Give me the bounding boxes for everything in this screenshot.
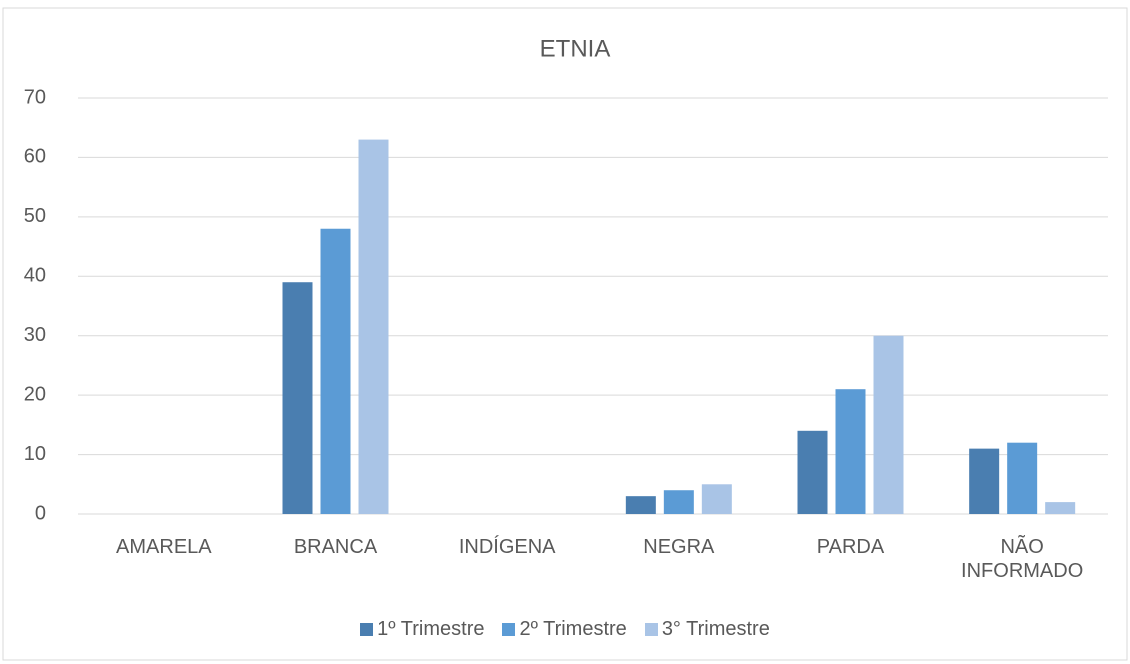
bar [701, 484, 732, 514]
bar [797, 430, 828, 514]
y-tick-label: 70 [24, 86, 46, 108]
legend-item: 3° Trimestre [644, 618, 770, 641]
bar [320, 228, 351, 514]
bar [1007, 442, 1038, 514]
y-tick-label: 60 [24, 146, 46, 168]
chart-border [2, 7, 1128, 661]
y-tick-label: 10 [24, 443, 46, 465]
legend-label: 1º Trimestre [377, 618, 485, 640]
legend: 1º Trimestre 2º Trimestre 3° Trimestre [0, 618, 1130, 641]
bar [1045, 502, 1076, 514]
x-tick-label: INDÍGENA [458, 536, 556, 558]
chart-title: ETNIA [540, 35, 611, 62]
legend-swatch [360, 623, 374, 636]
legend-swatch [502, 623, 516, 636]
x-tick-label: NÃO INFORMADO [961, 536, 1084, 582]
x-tick-label: AMARELA [116, 536, 212, 558]
y-tick-label: 0 [35, 502, 46, 524]
bar [835, 389, 866, 514]
y-tick-label: 40 [24, 265, 46, 287]
bar [873, 335, 904, 514]
y-tick-label: 20 [24, 383, 46, 405]
bar [663, 490, 694, 514]
legend-label: 2º Trimestre [519, 618, 627, 640]
legend-item: 2º Trimestre [502, 618, 627, 641]
x-tick-label: BRANCA [293, 536, 378, 558]
x-tick-label: PARDA [816, 536, 885, 558]
bar [969, 448, 1000, 514]
bar [358, 139, 389, 514]
bar [625, 496, 656, 514]
legend-swatch [644, 623, 658, 636]
x-tick-label: NEGRA [643, 536, 715, 558]
y-tick-label: 50 [24, 205, 46, 227]
legend-item: 1º Trimestre [360, 618, 484, 641]
y-tick-label: 30 [24, 324, 46, 346]
legend-label: 3° Trimestre [661, 618, 770, 640]
bar [282, 282, 313, 514]
